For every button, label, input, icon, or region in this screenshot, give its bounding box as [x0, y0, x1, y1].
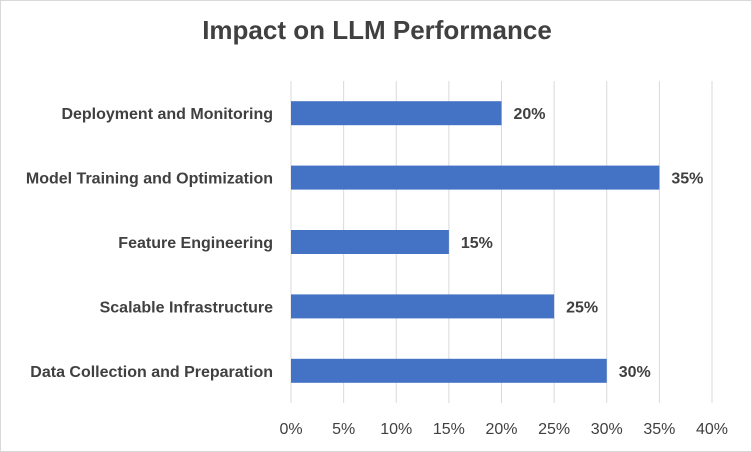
labels: 0% 5% 10% 15% 20% 25% 30% 35% 40% Data Collection… [26, 106, 728, 438]
x-tick-label: 15% [433, 421, 465, 438]
bar [291, 101, 502, 126]
bar [291, 358, 607, 383]
category-label: Scalable Infrastructure [100, 299, 274, 316]
x-tick-label: 25% [538, 421, 570, 438]
data-label: 15% [461, 235, 493, 252]
data-label: 25% [566, 299, 598, 316]
category-label: Deployment and Monitoring [61, 106, 273, 123]
x-tick-label: 35% [643, 421, 675, 438]
chart-title: Impact on LLM Performance [202, 15, 552, 45]
x-tick-label: 30% [591, 421, 623, 438]
category-label: Data Collection and Preparation [30, 364, 273, 381]
bar [291, 230, 449, 254]
x-tick-label: 5% [332, 421, 355, 438]
category-label: Feature Engineering [118, 235, 273, 252]
bars [291, 101, 660, 383]
category-label: Model Training and Optimization [26, 171, 273, 188]
data-label: 20% [514, 106, 546, 123]
x-tick-label: 10% [380, 421, 412, 438]
x-tick-label: 0% [279, 421, 302, 438]
x-tick-label: 20% [485, 421, 517, 438]
bar [291, 165, 660, 190]
x-tick-label: 40% [696, 421, 728, 438]
bar [291, 294, 555, 319]
data-label: 35% [671, 171, 703, 188]
data-label: 30% [619, 364, 651, 381]
